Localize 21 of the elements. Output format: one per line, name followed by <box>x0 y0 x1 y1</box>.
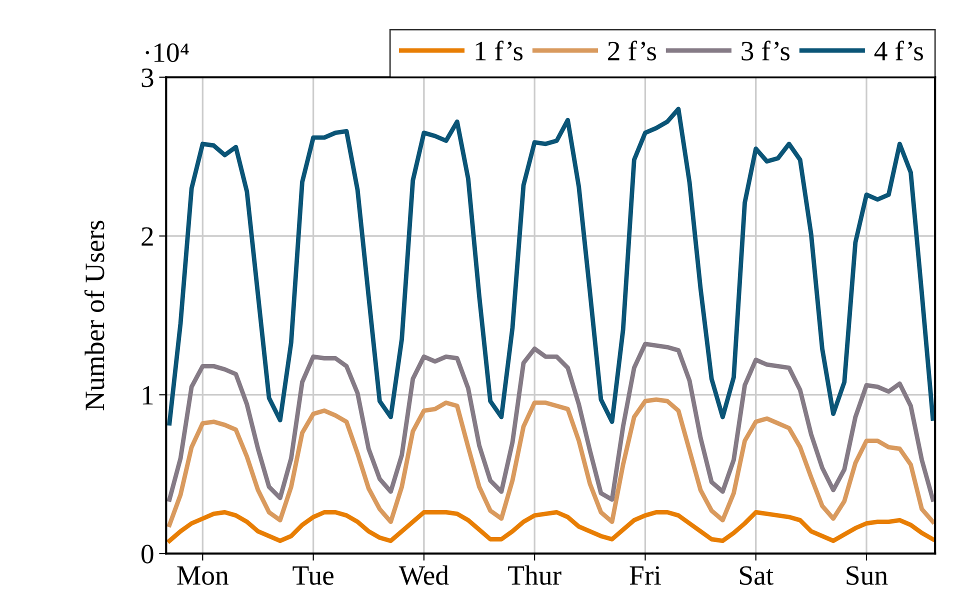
legend-label: 1 f’s <box>476 40 523 60</box>
y-tick-label: 2 <box>142 227 153 246</box>
legend-label: 2 f’s <box>608 40 656 60</box>
text: ·10⁴ <box>146 43 189 62</box>
line-series <box>167 342 936 502</box>
legend-label: 3 f’s <box>742 40 790 60</box>
x-tick-label: Tue <box>292 566 334 585</box>
x-tick-label: Thur <box>508 565 562 585</box>
y-axis-title: Number of Users <box>84 220 104 410</box>
x-tick-label: Wed <box>398 565 449 586</box>
y-tick-label: 0 <box>142 544 154 564</box>
line-series <box>167 397 936 528</box>
x-tick-label: Sat <box>740 566 774 585</box>
y-tick-label: 1 <box>142 386 153 404</box>
y-tick-label: 3 <box>142 68 154 88</box>
legend-label: 4 f’s <box>874 40 923 60</box>
x-tick-label: Sun <box>846 566 888 585</box>
x-tick-label: Fri <box>630 566 661 585</box>
x-tick-label: Mon <box>177 566 228 585</box>
line-series <box>167 106 936 426</box>
line-series <box>167 510 936 544</box>
